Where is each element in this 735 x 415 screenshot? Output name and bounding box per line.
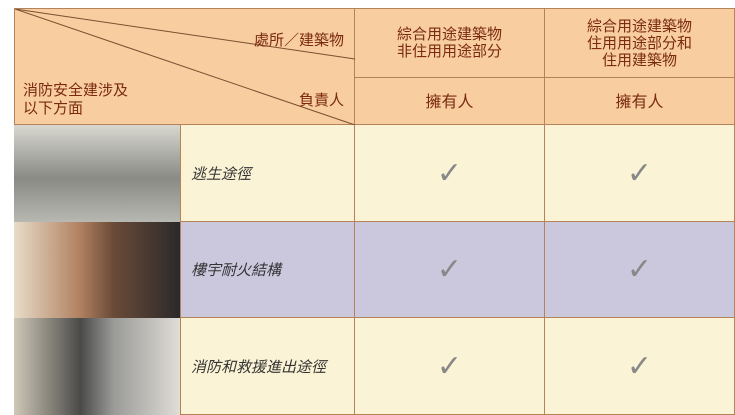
- check: ✓: [545, 125, 735, 222]
- check: ✓: [355, 318, 545, 415]
- check: ✓: [545, 222, 735, 318]
- photo: [14, 318, 180, 415]
- corner-line: 以下方面: [23, 99, 84, 117]
- corner-top: 處所／建築物: [253, 31, 344, 49]
- photo: [14, 222, 180, 318]
- corner-bottom: 負責人: [298, 91, 344, 109]
- owner-header: 擁有人: [355, 78, 545, 125]
- photo: [14, 125, 180, 222]
- column-title-line: 住用建築物: [601, 50, 677, 69]
- column-header: 綜合用途建築物 非住用用途部分: [355, 8, 545, 78]
- column-title-line: 住用用途部分和: [586, 33, 692, 52]
- check: ✓: [355, 222, 545, 318]
- diagonals: [15, 9, 356, 126]
- corner-line: 消防安全建涉及: [23, 81, 129, 99]
- row-label: 樓宇耐火結構: [180, 222, 355, 318]
- corner-middle: 消防安全建涉及 以下方面: [23, 81, 128, 117]
- row-label: 逃生途徑: [180, 125, 355, 222]
- corner-cell: 處所／建築物 消防安全建涉及 以下方面 負責人: [14, 8, 356, 126]
- check: ✓: [355, 125, 545, 222]
- column-title-line: 綜合用途建築物: [586, 16, 692, 35]
- column-header: 綜合用途建築物 住用用途部分和 住用建築物: [545, 8, 735, 78]
- row-label: 消防和救援進出途徑: [180, 318, 355, 415]
- check: ✓: [545, 318, 735, 415]
- column-title-line: 綜合用途建築物: [396, 25, 502, 43]
- column-title-line: 非住用用途部分: [396, 42, 502, 60]
- owner-header: 擁有人: [545, 78, 735, 125]
